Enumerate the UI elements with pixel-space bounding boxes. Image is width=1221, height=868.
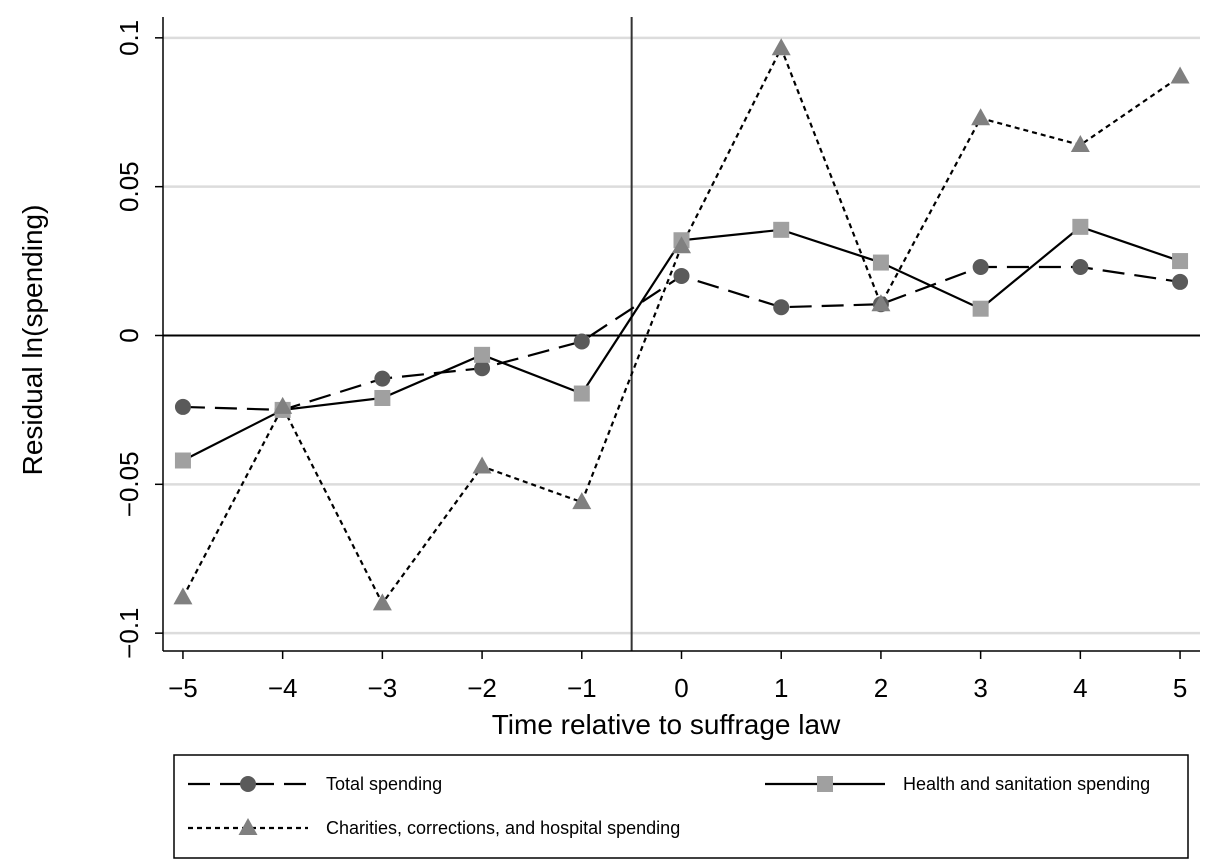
x-tick-label: −4: [268, 673, 298, 703]
legend-label: Total spending: [326, 774, 442, 794]
y-tick-label: 0.05: [114, 161, 144, 212]
triangle-marker: [672, 236, 691, 254]
x-axis-title: Time relative to suffrage law: [492, 709, 841, 740]
square-marker: [374, 389, 391, 406]
triangle-marker: [1170, 66, 1190, 84]
x-tick-label: 0: [674, 673, 688, 703]
x-tick-label: −5: [168, 673, 198, 703]
circle-marker: [174, 398, 191, 415]
square-marker: [1172, 253, 1189, 270]
square-marker: [773, 221, 790, 238]
x-tick-label: −2: [467, 673, 497, 703]
square-marker: [474, 346, 491, 363]
x-tick-label: 3: [973, 673, 987, 703]
legend-box: [173, 754, 1189, 859]
series-group: [173, 38, 1190, 611]
legend-label: Charities, corrections, and hospital spe…: [326, 818, 680, 838]
triangle-marker: [572, 492, 592, 510]
circle-marker: [374, 370, 391, 387]
legend-label: Health and sanitation spending: [903, 774, 1150, 794]
y-tick-label: −0.1: [114, 607, 144, 658]
triangle-marker: [1070, 134, 1090, 152]
x-tick-label: 5: [1173, 673, 1187, 703]
circle-marker: [1172, 273, 1189, 290]
triangle-marker: [238, 818, 258, 835]
triangle-marker: [173, 587, 193, 605]
square-marker: [872, 254, 889, 271]
triangle-marker: [273, 396, 293, 414]
circle-marker: [573, 333, 590, 350]
triangle-marker: [971, 108, 991, 126]
circle-marker: [240, 776, 256, 792]
y-axis-title: Residual ln(spending): [17, 205, 48, 476]
y-tick-label: 0: [114, 328, 144, 342]
y-tick-label: 0.1: [114, 20, 144, 56]
circle-marker: [673, 267, 690, 284]
x-tick-label: 1: [774, 673, 788, 703]
square-marker: [817, 776, 833, 792]
circle-marker: [1072, 259, 1089, 276]
grid-lines: [163, 36, 1200, 635]
square-marker: [573, 385, 590, 402]
circle-marker: [773, 299, 790, 316]
circle-marker: [972, 259, 989, 276]
tick-labels: −0.1 −0.05 0 0.05 0.1 −5 −4 −3 −2 −1 0 1 2 3 4 5: [114, 20, 1187, 703]
x-tick-label: 2: [874, 673, 888, 703]
square-marker: [174, 452, 191, 469]
legend: Total spending Health and sanitation spen…: [173, 754, 1189, 859]
square-marker: [1072, 218, 1089, 235]
x-tick-label: −1: [567, 673, 597, 703]
triangle-marker: [771, 38, 791, 56]
triangle-marker: [372, 593, 392, 611]
reference-lines: [163, 17, 1200, 651]
circle-marker: [474, 360, 491, 377]
axes: [155, 17, 1200, 659]
triangle-marker: [472, 456, 492, 474]
x-tick-label: −3: [368, 673, 398, 703]
triangle-marker: [871, 294, 891, 312]
square-marker: [972, 300, 989, 317]
x-tick-label: 4: [1073, 673, 1087, 703]
y-tick-label: −0.05: [114, 451, 144, 517]
